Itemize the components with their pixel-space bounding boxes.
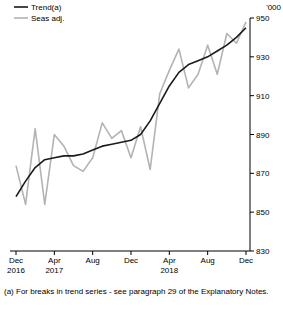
x-tick [92,251,93,255]
x-tick-label-line: 2016 [7,266,25,275]
y-axis-label: '000 [266,3,281,12]
y-tick-label: 830 [256,247,270,256]
x-tick-label-line: Apr [48,256,61,265]
x-tick-label: Aug [201,256,215,265]
chart: 830850870890910930950'000Dec2016Apr2017A… [0,0,283,285]
footnote: (a) For breaks in trend series - see par… [4,287,274,297]
x-tick-label: Apr2018 [160,256,178,275]
x-tick [54,251,55,255]
legend-label: Trend(a) [31,3,62,12]
x-tick [131,251,132,255]
x-tick-label-line: 2017 [45,266,63,275]
x-tick-label: Dec2016 [7,256,25,275]
x-tick [169,251,170,255]
x-tick-label: Apr2017 [45,256,63,275]
y-tick [250,56,254,57]
legend-label: Seas adj. [31,14,64,23]
x-tick-label-line: 2018 [160,266,178,275]
y-tick-label: 930 [256,53,270,62]
y-tick [250,251,254,252]
x-tick [16,251,17,255]
x-tick [207,251,208,255]
x-tick-label: Dec [239,256,253,265]
x-tick-label: Dec [124,256,138,265]
y-tick [250,18,254,19]
y-tick [250,95,254,96]
y-tick-label: 910 [256,92,270,101]
y-tick-label: 870 [256,169,270,178]
y-tick-label: 850 [256,208,270,217]
x-tick-label-line: Apr [163,256,176,265]
legend-swatch [14,17,28,19]
y-tick [250,173,254,174]
legend-swatch [14,6,28,8]
x-tick-label-line: Dec [124,256,138,265]
x-tick-label-line: Aug [86,256,100,265]
plot-area [16,22,246,205]
x-tick [246,251,247,255]
y-tick [250,134,254,135]
x-tick-label-line: Dec [239,256,253,265]
x-axis [10,251,250,252]
line-series [16,22,246,205]
y-tick-label: 950 [256,14,270,23]
x-tick-label-line: Dec [9,256,23,265]
line-series [16,28,246,197]
y-tick [250,212,254,213]
x-tick-label-line: Aug [201,256,215,265]
y-tick-label: 890 [256,131,270,140]
x-tick-label: Aug [86,256,100,265]
